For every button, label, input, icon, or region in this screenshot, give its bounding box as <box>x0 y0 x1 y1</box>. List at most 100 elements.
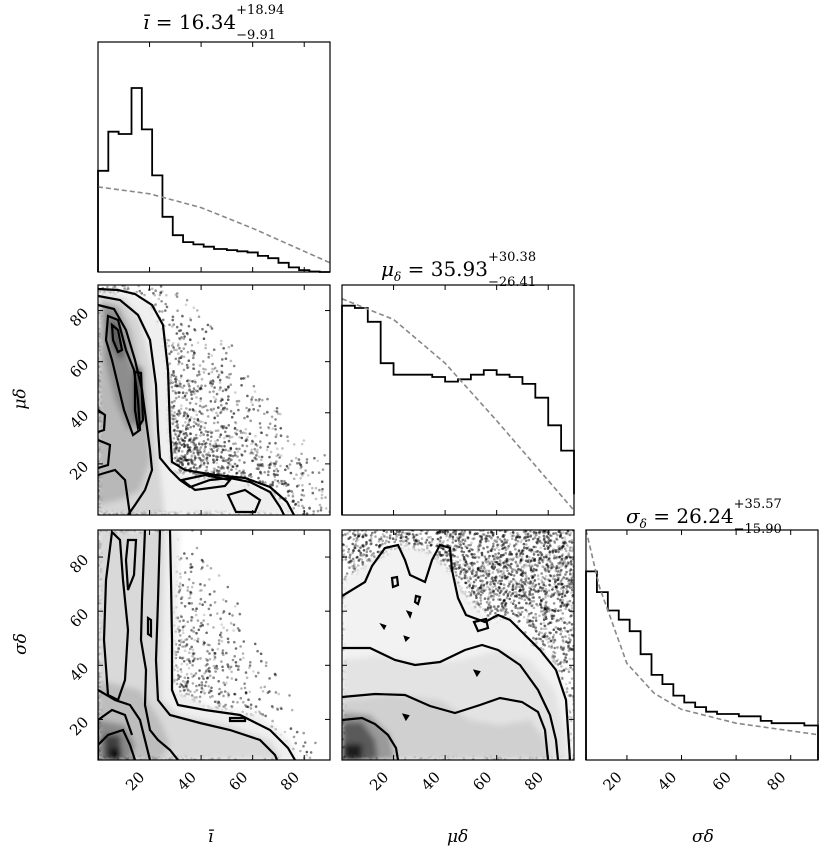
scatter-point <box>198 466 201 469</box>
scatter-point <box>196 385 200 388</box>
scatter-point <box>254 674 258 678</box>
scatter-point <box>284 468 287 472</box>
scatter-point <box>246 439 249 442</box>
scatter-point <box>198 364 202 367</box>
scatter-point <box>171 414 175 417</box>
scatter-point <box>279 464 282 468</box>
scatter-point <box>171 422 175 426</box>
scatter-point <box>209 381 212 385</box>
scatter-point <box>226 465 230 469</box>
scatter-point <box>220 424 224 428</box>
scatter-point <box>213 658 216 661</box>
scatter-point <box>189 432 192 435</box>
scatter-point <box>218 378 222 382</box>
scatter-point <box>240 453 244 457</box>
scatter-point <box>225 651 228 655</box>
scatter-point <box>272 472 276 476</box>
scatter-point <box>260 431 263 435</box>
scatter-point <box>171 389 175 393</box>
scatter-point <box>251 396 254 399</box>
scatter-point <box>212 390 215 393</box>
scatter-point <box>202 560 205 564</box>
scatter-point <box>159 291 162 295</box>
scatter-point <box>204 346 207 350</box>
scatter-point <box>189 338 192 342</box>
scatter-point <box>161 318 165 322</box>
scatter-point <box>179 668 183 671</box>
scatter-point <box>208 666 211 670</box>
scatter-point <box>190 416 193 419</box>
scatter-point <box>188 418 192 422</box>
scatter-point <box>192 367 196 371</box>
scatter-point <box>300 452 303 456</box>
scatter-point <box>183 394 187 398</box>
scatter-point <box>180 350 183 353</box>
scatter-point <box>212 395 216 399</box>
scatter-point <box>190 462 194 466</box>
scatter-point <box>179 575 182 579</box>
scatter-point <box>170 350 173 354</box>
scatter-point <box>308 482 312 486</box>
scatter-point <box>171 414 175 418</box>
scatter-point <box>185 686 189 690</box>
scatter-point <box>220 397 223 401</box>
scatter-point <box>210 384 214 388</box>
scatter-point <box>212 467 216 470</box>
scatter-point <box>273 475 277 479</box>
scatter-point <box>185 424 188 428</box>
scatter-point <box>181 314 184 318</box>
scatter-point <box>216 438 219 442</box>
scatter-point <box>206 408 209 412</box>
scatter-point <box>323 454 327 457</box>
scatter-point <box>243 416 246 420</box>
scatter-point <box>199 624 202 628</box>
scatter-point <box>254 398 258 402</box>
scatter-point <box>227 373 231 376</box>
scatter-point <box>299 463 303 467</box>
scatter-point <box>211 382 214 386</box>
scatter-point <box>220 660 223 663</box>
scatter-point <box>203 450 206 453</box>
scatter-point <box>196 389 199 393</box>
scatter-point <box>276 469 280 473</box>
scatter-point <box>202 360 205 363</box>
scatter-point <box>181 629 185 632</box>
scatter-point <box>187 423 191 427</box>
scatter-point <box>229 372 232 376</box>
scatter-point <box>247 409 250 413</box>
scatter-point <box>274 418 277 421</box>
scatter-point <box>186 443 189 447</box>
scatter-point <box>179 385 182 388</box>
scatter-point <box>180 323 184 327</box>
scatter-point <box>211 409 214 413</box>
scatter-point <box>191 552 194 556</box>
scatter-point <box>189 690 192 693</box>
scatter-point <box>196 309 199 312</box>
scatter-point <box>174 391 178 395</box>
scatter-point <box>220 403 223 407</box>
scatter-point <box>273 478 277 482</box>
scatter-point <box>208 454 212 457</box>
scatter-point <box>237 668 240 671</box>
scatter-point <box>197 423 201 426</box>
scatter-point <box>245 406 248 410</box>
scatter-point <box>223 690 227 693</box>
scatter-point <box>264 481 267 484</box>
scatter-point <box>235 664 238 668</box>
scatter-point <box>191 682 195 685</box>
scatter-point <box>226 467 230 470</box>
scatter-point <box>222 472 226 475</box>
scatter-point <box>238 447 241 451</box>
scatter-point <box>222 466 225 470</box>
scatter-point <box>289 727 293 730</box>
scatter-point <box>221 448 225 452</box>
scatter-point <box>179 557 183 560</box>
scatter-point <box>242 431 245 435</box>
scatter-point <box>280 482 284 486</box>
scatter-point <box>268 677 271 680</box>
scatter-point <box>320 490 324 494</box>
scatter-point <box>273 464 277 468</box>
scatter-point <box>190 619 193 622</box>
scatter-point <box>189 318 193 322</box>
scatter-point <box>177 449 181 453</box>
